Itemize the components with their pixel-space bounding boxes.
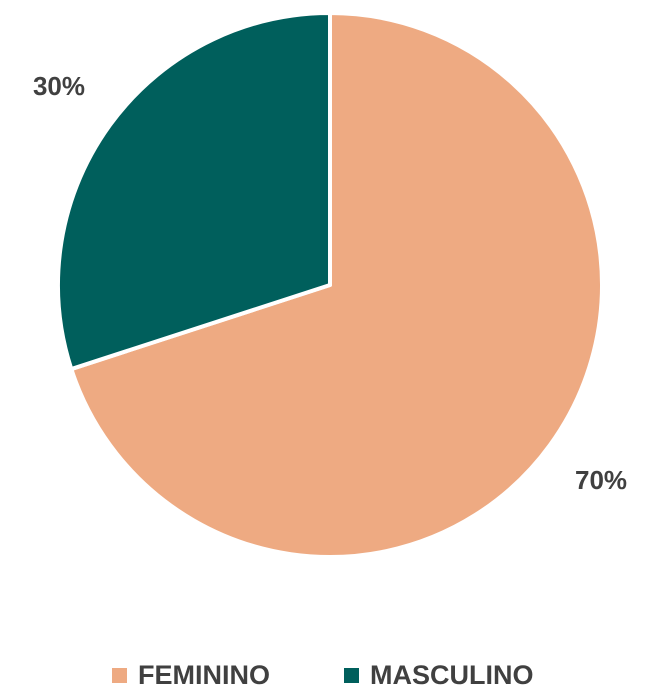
legend-label: MASCULINO <box>370 660 534 690</box>
legend-label: FEMININO <box>138 660 270 690</box>
data-label: 30% <box>33 71 85 101</box>
pie-slice <box>56 11 332 372</box>
legend-swatch <box>344 668 359 683</box>
data-label: 70% <box>575 465 627 495</box>
legend-swatch <box>112 668 127 683</box>
pie-slice <box>69 11 604 559</box>
